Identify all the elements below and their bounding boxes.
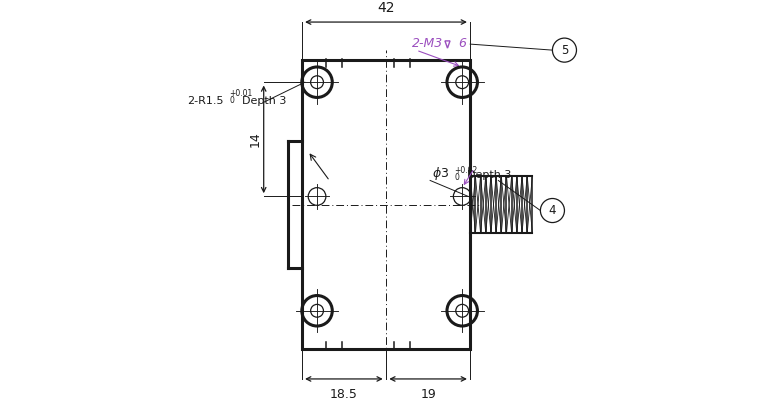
Text: 0: 0 [230,96,235,105]
Text: 42: 42 [377,1,395,15]
Text: 2-M3: 2-M3 [412,37,443,50]
Text: $\phi$3: $\phi$3 [432,166,449,182]
Text: 2-R1.5: 2-R1.5 [187,96,224,106]
Text: +0.02: +0.02 [454,166,478,175]
Text: Depth 3: Depth 3 [468,170,512,180]
Bar [302,60,470,349]
Text: 0: 0 [455,173,460,182]
Text: Depth 3: Depth 3 [241,96,286,106]
Text: 14: 14 [248,132,261,147]
Text: +0.01: +0.01 [229,89,252,98]
Text: 5: 5 [561,44,568,57]
Text: 4: 4 [549,204,556,217]
Text: 6: 6 [458,37,466,50]
Text: 19: 19 [420,388,436,401]
Text: 18.5: 18.5 [330,388,358,401]
